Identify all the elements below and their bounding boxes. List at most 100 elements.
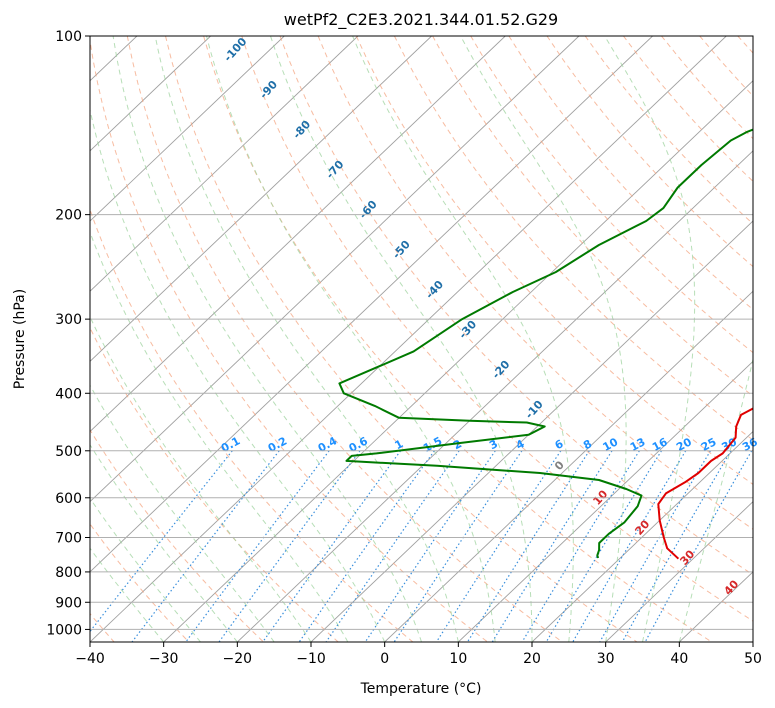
isotherm-line (752, 641, 753, 642)
mixing-ratio-label: 10 (601, 435, 621, 454)
isotherm-line (310, 220, 753, 642)
dry-adiabat-line (508, 36, 753, 311)
mixing-ratio-label: 36 (740, 435, 760, 454)
isotherm-line (90, 36, 580, 503)
mixing-ratio-line (131, 450, 280, 642)
isotherm-line (605, 501, 753, 642)
dry-adiabat-line (432, 36, 753, 397)
moist-adiabat-line (90, 497, 201, 642)
temperature-label: -90 (257, 78, 280, 102)
x-tick-label: 50 (744, 651, 762, 667)
dry-adiabat-line (203, 36, 712, 642)
isotherm-line (90, 36, 506, 433)
isotherm-line (90, 36, 653, 573)
temperature-label: -10 (523, 398, 546, 422)
dry-adiabat-line (470, 36, 753, 354)
temperature-profile (657, 407, 753, 560)
mixing-ratio-line (545, 450, 663, 642)
isotherm-line (90, 36, 211, 152)
mixing-ratio-line (262, 450, 402, 642)
x-tick-label: 30 (597, 651, 615, 667)
y-axis: 100 200 300 400 500 600 700 800 900 1000 (46, 29, 90, 638)
x-tick-label: 20 (523, 651, 541, 667)
dry-adiabat-line (393, 36, 753, 441)
mixing-ratio-label: 0.2 (266, 434, 289, 455)
dry-adiabat-line (241, 36, 753, 622)
isotherm-line (90, 36, 432, 362)
y-tick-label: 100 (55, 29, 82, 45)
moist-adiabat-line (352, 36, 574, 642)
y-tick-label: 1000 (46, 622, 82, 638)
y-tick-label: 700 (55, 531, 82, 547)
x-tick-label: 0 (380, 651, 389, 667)
mixing-ratio-line (621, 450, 732, 642)
x-tick-label: −30 (149, 651, 179, 667)
isobar-grid (90, 36, 753, 630)
isotherm-line (90, 36, 727, 642)
isotherm-line (163, 80, 753, 642)
y-tick-label: 900 (55, 595, 82, 611)
dry-adiabat-line (737, 36, 753, 54)
dry-adiabat-line (126, 36, 563, 642)
isotherm-line (458, 360, 753, 642)
dry-adiabat-line (623, 36, 753, 182)
dry-adiabat-line (90, 208, 414, 642)
temperature-label: -100 (221, 35, 249, 64)
x-tick-label: 40 (670, 651, 688, 667)
isotherm-line (384, 290, 753, 642)
isotherm-line (90, 36, 285, 222)
temperature-label: 20 (632, 517, 652, 537)
moist-adiabat-line (90, 107, 386, 642)
mixing-ratio-label: 16 (650, 435, 670, 454)
mixing-ratio-line (599, 450, 711, 642)
temperature-label: -20 (490, 358, 513, 382)
temperature-label: -40 (423, 278, 446, 302)
dry-adiabat-line (90, 37, 488, 642)
mixing-ratio-line (218, 450, 361, 642)
temperature-label: 30 (677, 547, 697, 567)
temperature-label: -80 (290, 118, 313, 142)
y-tick-label: 400 (55, 386, 82, 402)
dry-adiabat-line (355, 36, 753, 486)
moist-adiabat-line (270, 36, 533, 642)
isotherm-line (237, 150, 753, 642)
moist-adiabat-line (90, 315, 312, 642)
mixing-ratio-line (644, 450, 753, 642)
x-tick-label: −20 (223, 651, 253, 667)
mixing-ratio-line (185, 450, 330, 642)
moist-adiabat-line (90, 443, 238, 642)
mixing-ratio-label: 25 (699, 435, 719, 454)
mixing-ratio-line (325, 450, 460, 642)
y-tick-label: 600 (55, 491, 82, 507)
y-tick-label: 200 (55, 208, 82, 224)
plot-frame (89, 35, 754, 643)
y-axis-label: Pressure (hPa) (12, 289, 28, 389)
chart-title: wetPf2_C2E3.2021.344.01.52.G29 (284, 10, 558, 30)
mixing-ratio-label: 0.1 (219, 434, 242, 455)
moist-adiabat-line (90, 384, 275, 642)
mixing-ratio-label: 13 (628, 435, 648, 454)
mixing-ratio-label: 20 (674, 435, 694, 454)
moist-adiabat-line (460, 36, 627, 642)
dry-adiabat-line (584, 36, 753, 225)
dry-adiabat-line (699, 36, 753, 97)
temperature-label: -50 (390, 238, 413, 262)
temperature-label: 40 (721, 577, 741, 597)
x-tick-label: 10 (449, 651, 467, 667)
moist-adiabat-line (112, 36, 422, 642)
isotherm-line (0, 36, 63, 642)
mixing-ratio-line (521, 450, 640, 642)
x-axis-label: Temperature (°C) (360, 681, 482, 697)
mixing-ratio-line (364, 450, 496, 642)
mixing-ratio-label: 0.4 (316, 434, 340, 455)
dry-adiabat-line (90, 428, 264, 642)
dry-adiabat-line (165, 36, 638, 642)
mixing-ratio-line (298, 450, 435, 642)
y-tick-label: 300 (55, 312, 82, 328)
x-tick-label: −40 (75, 651, 105, 667)
mixing-ratio-label: 6 (553, 437, 566, 452)
dry-adiabat-line (317, 36, 753, 530)
sounding-series (338, 128, 753, 560)
x-tick-label: −10 (296, 651, 326, 667)
